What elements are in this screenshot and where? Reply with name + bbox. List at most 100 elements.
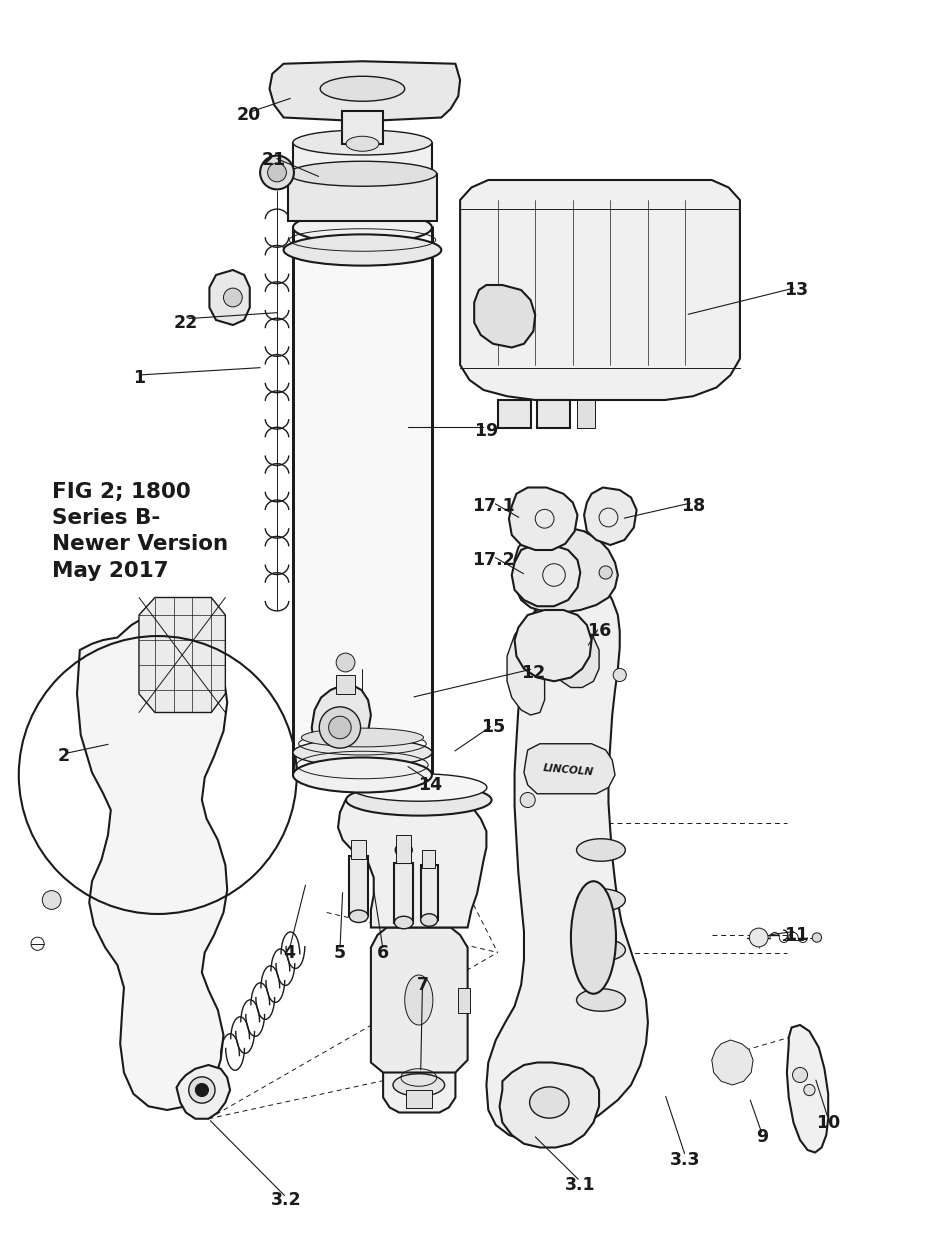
Bar bbox=[351, 840, 366, 859]
Circle shape bbox=[613, 669, 626, 681]
Text: 21: 21 bbox=[262, 151, 286, 169]
Ellipse shape bbox=[320, 76, 405, 101]
Bar bbox=[421, 865, 438, 920]
Circle shape bbox=[812, 932, 822, 942]
Circle shape bbox=[524, 566, 537, 579]
Bar bbox=[537, 400, 570, 428]
Circle shape bbox=[260, 155, 294, 190]
Text: 22: 22 bbox=[174, 314, 198, 331]
Ellipse shape bbox=[284, 235, 441, 265]
Circle shape bbox=[562, 566, 575, 579]
Polygon shape bbox=[552, 631, 599, 688]
Ellipse shape bbox=[346, 785, 492, 815]
Ellipse shape bbox=[405, 975, 433, 1025]
Text: 14: 14 bbox=[418, 776, 442, 794]
Circle shape bbox=[793, 1068, 808, 1082]
Text: 19: 19 bbox=[474, 422, 499, 440]
Polygon shape bbox=[500, 1062, 599, 1148]
Bar bbox=[342, 111, 383, 144]
Text: 2: 2 bbox=[58, 748, 69, 765]
Text: 13: 13 bbox=[784, 281, 808, 299]
Text: 3.3: 3.3 bbox=[670, 1151, 700, 1169]
Ellipse shape bbox=[288, 161, 437, 186]
Text: 5: 5 bbox=[334, 944, 346, 961]
Text: 20: 20 bbox=[237, 106, 261, 124]
Ellipse shape bbox=[394, 916, 413, 929]
Polygon shape bbox=[139, 598, 225, 712]
Circle shape bbox=[319, 706, 361, 749]
Bar bbox=[498, 400, 531, 428]
Text: 6: 6 bbox=[377, 944, 389, 961]
Circle shape bbox=[189, 1076, 215, 1104]
Bar bbox=[336, 675, 355, 694]
Text: 10: 10 bbox=[816, 1114, 840, 1131]
Ellipse shape bbox=[293, 211, 432, 242]
Polygon shape bbox=[712, 1040, 753, 1085]
Circle shape bbox=[268, 162, 286, 182]
Ellipse shape bbox=[577, 889, 625, 911]
Text: 12: 12 bbox=[521, 664, 546, 681]
Circle shape bbox=[599, 566, 612, 579]
Ellipse shape bbox=[351, 774, 486, 801]
Ellipse shape bbox=[421, 914, 438, 926]
Text: 18: 18 bbox=[681, 498, 705, 515]
Text: 16: 16 bbox=[587, 622, 611, 640]
Bar bbox=[422, 850, 435, 868]
Bar bbox=[577, 400, 595, 428]
Circle shape bbox=[42, 890, 61, 910]
Text: 4: 4 bbox=[284, 944, 295, 961]
Polygon shape bbox=[177, 1065, 230, 1119]
Polygon shape bbox=[474, 285, 535, 348]
Polygon shape bbox=[77, 612, 227, 1110]
Ellipse shape bbox=[577, 939, 625, 961]
Polygon shape bbox=[460, 180, 740, 400]
Text: 7: 7 bbox=[417, 976, 428, 994]
Circle shape bbox=[749, 928, 768, 948]
Circle shape bbox=[804, 1084, 815, 1096]
Bar bbox=[458, 988, 470, 1012]
Ellipse shape bbox=[393, 1074, 445, 1096]
Circle shape bbox=[195, 1084, 208, 1096]
Polygon shape bbox=[371, 928, 468, 1072]
Bar bbox=[349, 856, 368, 916]
Circle shape bbox=[336, 652, 355, 672]
Ellipse shape bbox=[293, 130, 432, 155]
Polygon shape bbox=[338, 800, 486, 928]
Polygon shape bbox=[312, 685, 371, 781]
Text: LINCOLN: LINCOLN bbox=[543, 762, 593, 778]
Ellipse shape bbox=[577, 839, 625, 861]
Text: 17.1: 17.1 bbox=[471, 498, 515, 515]
Bar bbox=[394, 862, 413, 922]
Polygon shape bbox=[383, 1058, 455, 1112]
Polygon shape bbox=[507, 610, 545, 715]
Ellipse shape bbox=[346, 136, 379, 151]
Bar bbox=[288, 174, 437, 221]
Text: 17.2: 17.2 bbox=[471, 551, 515, 569]
Circle shape bbox=[329, 716, 351, 739]
Polygon shape bbox=[486, 572, 648, 1140]
Polygon shape bbox=[524, 744, 615, 794]
Ellipse shape bbox=[301, 728, 423, 746]
Text: 15: 15 bbox=[481, 719, 505, 736]
Ellipse shape bbox=[293, 758, 432, 792]
Polygon shape bbox=[509, 488, 577, 550]
Polygon shape bbox=[209, 270, 250, 325]
Bar bbox=[293, 228, 432, 775]
Circle shape bbox=[223, 288, 242, 308]
Bar bbox=[406, 1090, 432, 1108]
Circle shape bbox=[520, 792, 535, 808]
Polygon shape bbox=[515, 528, 618, 612]
Polygon shape bbox=[787, 1025, 828, 1152]
Ellipse shape bbox=[293, 739, 432, 766]
Text: 11: 11 bbox=[784, 926, 808, 944]
Text: 3.1: 3.1 bbox=[565, 1176, 595, 1194]
Ellipse shape bbox=[530, 1086, 569, 1118]
Ellipse shape bbox=[577, 989, 625, 1011]
Bar bbox=[396, 835, 411, 862]
Polygon shape bbox=[269, 61, 460, 121]
Ellipse shape bbox=[571, 881, 616, 994]
Polygon shape bbox=[515, 610, 592, 681]
Polygon shape bbox=[512, 545, 580, 606]
Bar bbox=[293, 142, 432, 174]
Text: 9: 9 bbox=[757, 1129, 768, 1146]
